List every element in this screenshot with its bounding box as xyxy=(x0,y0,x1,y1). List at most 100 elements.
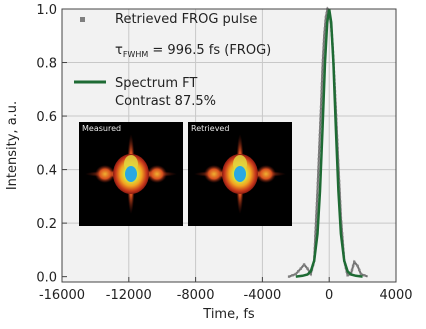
x-tick-label: -12000 xyxy=(106,288,152,303)
frog-point xyxy=(314,222,318,225)
frog-point xyxy=(318,141,321,144)
frog-point xyxy=(319,125,322,128)
frog-point xyxy=(306,267,309,270)
y-tick-label: 0.2 xyxy=(36,217,57,232)
frog-point xyxy=(322,46,325,49)
frog-point xyxy=(314,218,318,221)
frog-point xyxy=(353,260,356,264)
y-tick-label: 0.6 xyxy=(36,110,57,125)
retrieved-label: Retrieved xyxy=(191,124,229,133)
frog-point xyxy=(317,173,320,177)
frog-point xyxy=(320,90,323,93)
measured-label: Measured xyxy=(82,124,121,133)
x-tick-label: -4000 xyxy=(244,288,282,303)
frog-point xyxy=(356,264,359,268)
frog-point xyxy=(321,74,324,77)
frog-point xyxy=(321,58,325,62)
frog-point xyxy=(315,202,319,205)
frog-point xyxy=(319,113,322,116)
frog-point xyxy=(309,272,312,276)
y-tick-label: 0.0 xyxy=(36,271,57,286)
frog-point xyxy=(358,268,361,272)
frog-point xyxy=(315,210,318,213)
legend-spectrum-contrast: Contrast 87.5% xyxy=(115,94,216,109)
frog-point xyxy=(320,97,323,101)
x-axis-label: Time, fs xyxy=(202,307,255,322)
frog-point xyxy=(320,93,323,97)
x-tick-label: -16000 xyxy=(39,288,85,303)
frog-point xyxy=(319,105,323,108)
frog-point xyxy=(351,264,355,268)
frog-point xyxy=(314,230,317,234)
frog-point xyxy=(359,272,363,276)
frog-point xyxy=(316,181,319,185)
frog-point xyxy=(323,30,326,34)
frog-point xyxy=(318,149,321,153)
frog-point xyxy=(321,66,324,70)
y-tick-label: 0.8 xyxy=(36,57,57,72)
frog-point xyxy=(317,165,320,169)
frog-point xyxy=(314,238,317,242)
frog-point xyxy=(315,198,319,201)
plot-frame xyxy=(61,8,397,283)
frog-point xyxy=(322,42,325,45)
frog-point xyxy=(291,274,294,277)
frog-point xyxy=(318,137,321,140)
frog-point xyxy=(318,145,321,148)
frog-point xyxy=(323,27,327,30)
x-tick-label: 4000 xyxy=(379,288,412,303)
frog-point xyxy=(322,50,325,53)
frog-point xyxy=(319,117,322,120)
frog-point xyxy=(319,121,322,124)
measured-trace-image: Measured xyxy=(79,122,183,226)
frog-point xyxy=(317,153,321,157)
frog-point xyxy=(321,70,324,73)
frog-point xyxy=(316,185,319,189)
frog-point xyxy=(299,267,302,270)
frog-point xyxy=(363,274,366,277)
frog-point xyxy=(294,272,297,276)
frog-point xyxy=(319,109,323,112)
frog-point xyxy=(320,101,323,105)
legend-spectrum-label: Spectrum FT xyxy=(115,76,197,91)
legend-frog-label: Retrieved FROG pulse xyxy=(115,12,257,27)
frog-point xyxy=(317,169,320,173)
frog-point xyxy=(315,214,318,217)
x-tick-label: 0 xyxy=(325,288,333,303)
y-ticks: 0.0 0.2 0.4 0.6 0.8 1.0 xyxy=(36,3,67,286)
frog-point xyxy=(346,274,349,277)
frog-point xyxy=(317,157,320,161)
legend-frog-fwhm: τFWHM = 996.5 fs (FROG) xyxy=(115,43,271,59)
frog-point xyxy=(322,38,326,41)
frog-point xyxy=(323,34,326,37)
frog-point xyxy=(315,206,318,209)
frog-point xyxy=(314,234,317,238)
y-axis-label: Intensity, a.u. xyxy=(5,101,20,190)
frog-point xyxy=(324,23,327,26)
x-tick-label: -8000 xyxy=(177,288,215,303)
y-tick-label: 1.0 xyxy=(36,3,57,18)
frog-point xyxy=(314,226,317,229)
frog-point xyxy=(318,129,322,132)
frog-point xyxy=(297,270,300,273)
frog-point xyxy=(318,133,321,136)
frog-point xyxy=(316,189,319,193)
legend-frog-marker xyxy=(80,17,85,22)
frog-point xyxy=(320,78,324,81)
retrieved-trace-image: Retrieved xyxy=(188,122,292,226)
legend: Retrieved FROG pulse τFWHM = 996.5 fs (F… xyxy=(74,12,271,109)
x-ticks: -16000 -12000 -8000 -4000 0 4000 xyxy=(39,277,413,303)
frog-point xyxy=(324,15,328,19)
y-tick-label: 0.4 xyxy=(36,164,57,179)
frog-point xyxy=(320,86,323,89)
frog-point xyxy=(317,161,320,165)
frog-point xyxy=(287,275,291,278)
frog-point xyxy=(324,19,327,22)
frog-point xyxy=(320,82,324,85)
frog-point xyxy=(325,11,328,15)
frog-point xyxy=(302,263,306,266)
frog-point xyxy=(321,62,324,66)
frog-point xyxy=(316,177,320,181)
frog-point xyxy=(316,193,319,197)
